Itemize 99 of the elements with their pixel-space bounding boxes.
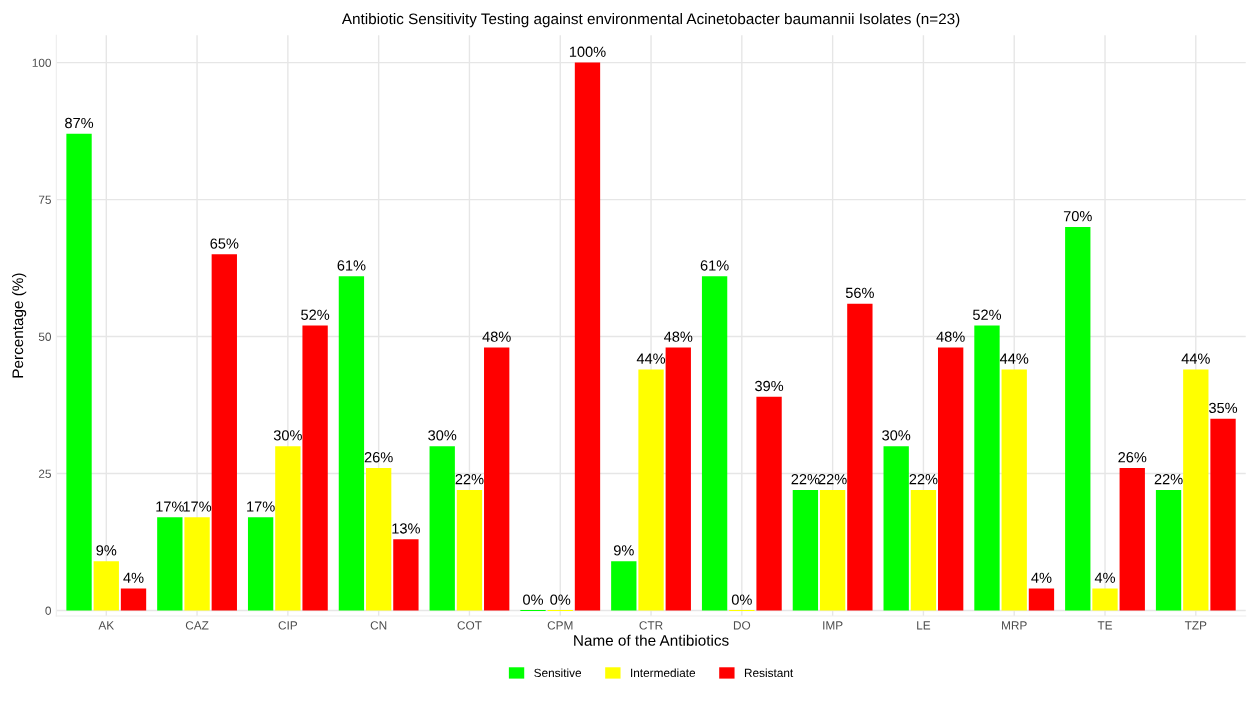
bar (338, 276, 365, 611)
bar (611, 561, 637, 611)
data-label: 48% (936, 331, 965, 342)
y-tick-label: 75 (38, 195, 51, 204)
data-label: 48% (664, 331, 693, 342)
y-tick-label: 50 (38, 332, 52, 341)
data-label: 9% (96, 545, 117, 556)
data-label: 56% (845, 287, 874, 299)
data-label: 22% (1154, 473, 1183, 485)
bar (638, 369, 664, 611)
data-label: 100% (569, 46, 606, 57)
bar (120, 588, 147, 611)
bar (393, 539, 419, 611)
bar (974, 325, 1000, 611)
x-tick-label: CPM (547, 621, 573, 630)
data-label: 52% (301, 309, 330, 320)
x-tick-label: IMP (823, 621, 843, 630)
data-label: 9% (613, 545, 634, 556)
x-tick-label: TE (1097, 621, 1113, 630)
data-label: 39% (755, 380, 784, 392)
bar (429, 446, 455, 611)
data-label: 44% (636, 353, 666, 364)
data-label: 22% (818, 473, 847, 485)
bar (365, 468, 392, 611)
bar (937, 347, 964, 611)
data-label: 22% (455, 473, 484, 485)
bar (1183, 369, 1209, 611)
x-axis-title: Name of the Antibiotics (574, 634, 729, 646)
chart-title: Antibiotic Sensitivity Testing against environmental Acinetobacter baumannii Isolates (n=23) (341, 13, 960, 28)
x-tick-label: CN (370, 621, 387, 630)
x-tick-label: AK (98, 621, 115, 630)
bar (847, 303, 873, 611)
data-label: 26% (1118, 452, 1147, 463)
data-label: 70% (1063, 210, 1092, 222)
y-tick-label: 100 (32, 58, 52, 67)
data-label: 4% (1094, 572, 1116, 583)
bar (1028, 588, 1055, 611)
data-label: 17% (247, 501, 275, 512)
data-label: 87% (65, 117, 94, 129)
bar (157, 517, 183, 611)
bar (756, 396, 782, 611)
x-tick-label: CTR (639, 621, 663, 630)
bar (910, 489, 937, 611)
bar (66, 133, 92, 611)
x-tick-label: TZP (1184, 621, 1207, 630)
bar (184, 517, 210, 611)
data-label: 4% (1031, 572, 1052, 583)
y-tick-label: 0 (45, 606, 52, 615)
bar (665, 347, 691, 611)
bar (93, 561, 119, 611)
data-label: 13% (392, 523, 420, 534)
bar (1065, 226, 1091, 611)
data-label: 61% (337, 260, 366, 271)
bar (792, 489, 819, 611)
data-label: 61% (700, 260, 729, 271)
data-label: 26% (364, 452, 393, 463)
bar (1119, 468, 1145, 611)
bar (883, 446, 909, 611)
bar (456, 489, 483, 611)
data-label: 52% (972, 309, 1002, 320)
data-label: 22% (909, 473, 938, 485)
data-label: 17% (156, 501, 184, 512)
bar (211, 254, 237, 611)
bar (574, 62, 601, 611)
x-tick-label: COT (457, 621, 482, 630)
data-label: 0% (523, 594, 544, 605)
x-tick-label: LE (917, 621, 931, 630)
data-label: 0% (731, 594, 752, 605)
x-tick-label: CAZ (185, 621, 209, 630)
bar (275, 446, 301, 611)
data-label: 35% (1209, 402, 1238, 414)
data-label: 65% (210, 238, 239, 249)
y-axis-title: Percentage (%) (11, 273, 27, 378)
data-label: 30% (882, 430, 911, 441)
bar (302, 325, 328, 611)
legend-label: Intermediate (631, 668, 696, 678)
bar (484, 347, 510, 611)
y-tick-label: 25 (38, 469, 51, 478)
data-label: 0% (550, 594, 571, 605)
data-label: 30% (273, 430, 302, 441)
x-tick-label: MRP (1002, 621, 1027, 630)
data-label: 30% (428, 430, 457, 441)
data-label: 17% (183, 501, 212, 512)
legend-label: Sensitive (534, 668, 582, 678)
bar (701, 276, 728, 611)
bar (247, 517, 274, 611)
bar (1092, 588, 1118, 611)
x-tick-label: DO (733, 621, 751, 630)
x-tick-label: CIP (278, 621, 298, 630)
data-label: 44% (1181, 353, 1210, 364)
bar (819, 489, 846, 611)
bar (1155, 489, 1182, 611)
data-label: 4% (123, 572, 144, 583)
legend-label: Resistant (744, 668, 794, 678)
data-label: 44% (999, 353, 1029, 364)
bar (1001, 369, 1027, 611)
data-label: 22% (791, 473, 820, 485)
data-label: 48% (482, 331, 511, 342)
bar (1210, 418, 1236, 611)
